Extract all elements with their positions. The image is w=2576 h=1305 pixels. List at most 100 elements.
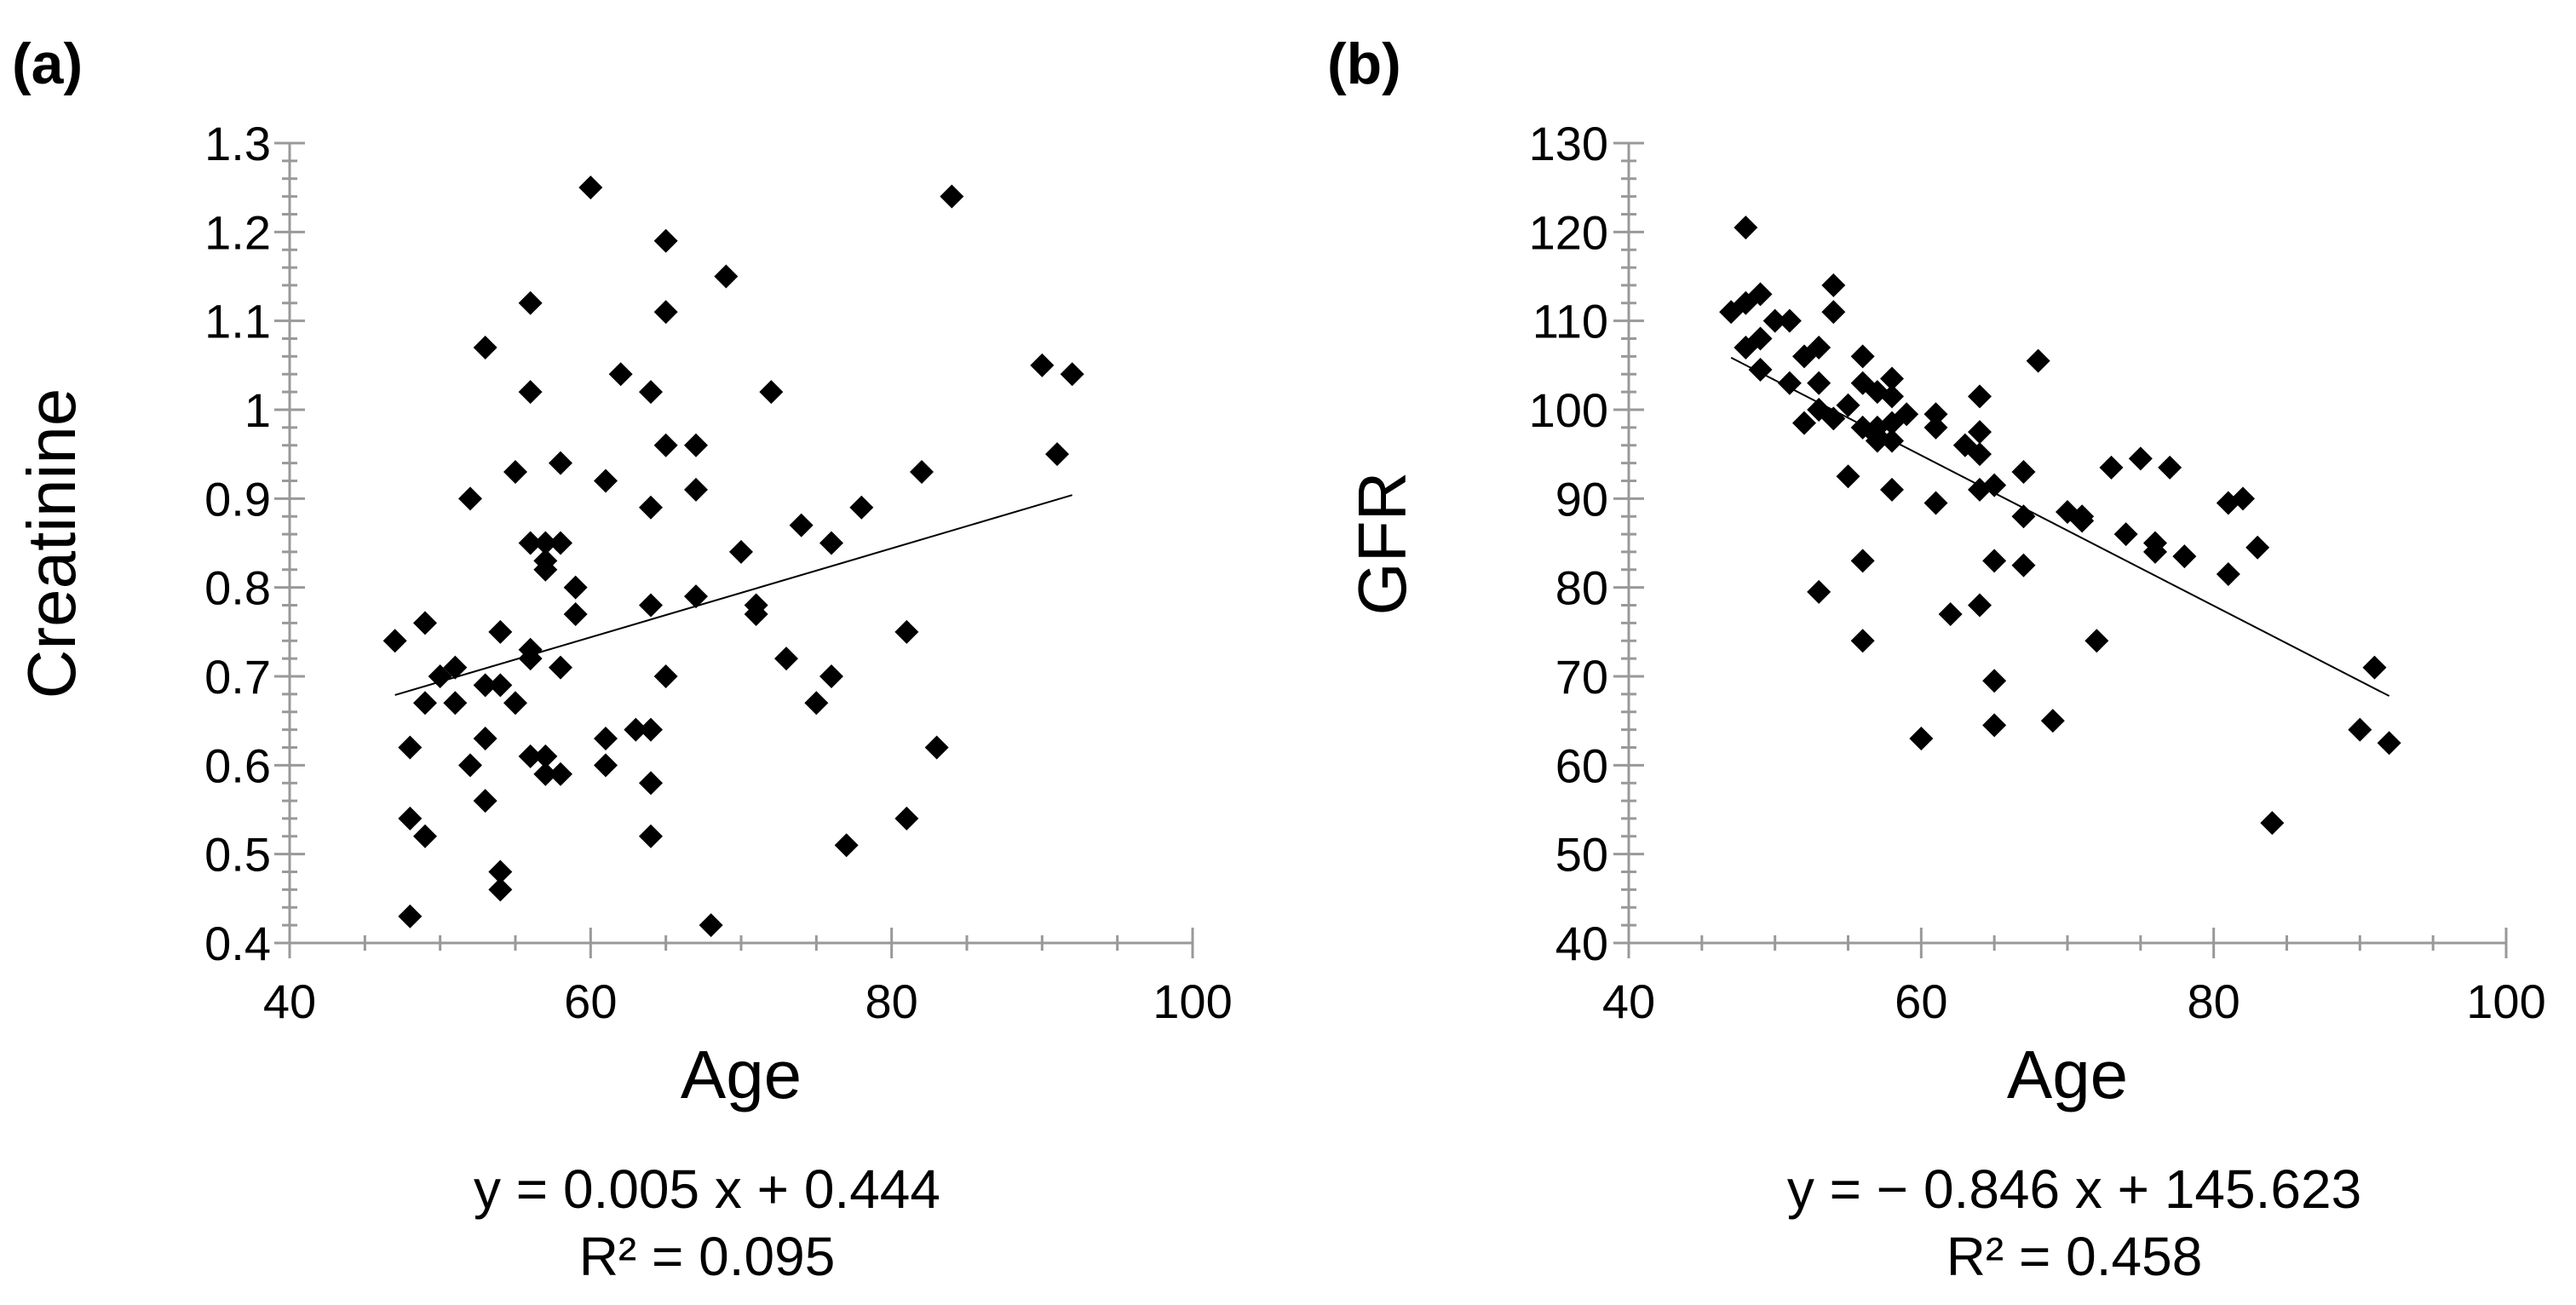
data-point bbox=[608, 362, 633, 387]
y-axis-title: GFR bbox=[1344, 472, 1420, 616]
y-tick-label: 80 bbox=[1555, 561, 1608, 615]
data-point bbox=[819, 664, 843, 688]
x-axis-title: Age bbox=[2007, 1037, 2128, 1112]
x-tick-label: 100 bbox=[1153, 974, 1232, 1028]
data-point bbox=[2011, 553, 2036, 578]
data-point bbox=[894, 806, 919, 831]
data-point bbox=[910, 460, 934, 485]
y-tick-label: 0.6 bbox=[204, 739, 271, 792]
data-point bbox=[1821, 406, 1846, 431]
data-point bbox=[533, 744, 558, 768]
data-point bbox=[549, 451, 572, 475]
data-point bbox=[1748, 326, 1773, 351]
data-point bbox=[443, 691, 468, 716]
data-point bbox=[684, 584, 708, 609]
x-tick-label: 60 bbox=[564, 974, 617, 1028]
data-point bbox=[398, 735, 423, 760]
y-tick-label: 1.2 bbox=[204, 205, 271, 259]
data-point bbox=[488, 673, 513, 698]
data-point bbox=[1968, 384, 1992, 409]
data-point bbox=[2128, 446, 2153, 471]
data-point bbox=[2070, 509, 2095, 533]
data-point bbox=[428, 664, 452, 688]
y-tick-label: 130 bbox=[1529, 117, 1608, 170]
data-point bbox=[473, 673, 497, 698]
data-point bbox=[533, 762, 558, 786]
data-point bbox=[518, 744, 543, 768]
data-point bbox=[1821, 300, 1846, 325]
x-tick-label: 100 bbox=[2466, 974, 2545, 1028]
data-point bbox=[1968, 442, 1992, 467]
data-point bbox=[714, 264, 739, 289]
data-point bbox=[1807, 579, 1831, 604]
data-point bbox=[398, 806, 423, 831]
data-point bbox=[1821, 273, 1846, 297]
data-point bbox=[443, 655, 468, 680]
y-tick-label: 100 bbox=[1529, 383, 1608, 437]
data-point bbox=[653, 433, 678, 457]
data-point bbox=[789, 513, 814, 538]
data-point bbox=[624, 717, 648, 742]
data-point bbox=[549, 531, 572, 555]
data-point bbox=[458, 753, 482, 778]
trendline bbox=[394, 494, 1072, 696]
data-point bbox=[1938, 601, 1963, 626]
data-point bbox=[1880, 477, 1904, 502]
data-point bbox=[549, 655, 572, 680]
data-point bbox=[518, 647, 543, 671]
data-point bbox=[684, 433, 708, 457]
x-tick-label: 80 bbox=[865, 974, 918, 1028]
data-point bbox=[1060, 362, 1084, 387]
data-point bbox=[563, 575, 588, 600]
data-point bbox=[744, 601, 768, 626]
data-point bbox=[413, 691, 437, 716]
data-point bbox=[594, 753, 618, 778]
regression-equation: y = − 0.846 x + 145.623 bbox=[1787, 1158, 2361, 1220]
data-point bbox=[1880, 428, 1904, 453]
y-tick-label: 110 bbox=[1532, 295, 1608, 348]
data-point bbox=[473, 335, 497, 359]
data-point bbox=[1923, 402, 1948, 427]
data-point bbox=[458, 486, 482, 511]
data-point bbox=[1850, 344, 1875, 369]
data-point bbox=[563, 601, 588, 626]
data-point bbox=[533, 531, 558, 555]
data-point bbox=[1850, 629, 1875, 653]
data-point bbox=[699, 913, 723, 938]
data-point bbox=[849, 495, 874, 520]
data-point bbox=[639, 824, 663, 848]
data-point bbox=[2348, 717, 2372, 742]
data-point bbox=[594, 727, 618, 751]
data-point bbox=[819, 531, 843, 555]
x-tick-label: 80 bbox=[2188, 974, 2240, 1028]
data-point bbox=[653, 228, 678, 253]
data-point bbox=[1792, 411, 1816, 435]
data-point bbox=[1807, 335, 1831, 359]
data-point bbox=[804, 691, 829, 716]
r-squared-label: R² = 0.095 bbox=[579, 1226, 836, 1287]
y-tick-label: 90 bbox=[1555, 472, 1608, 526]
y-tick-label: 0.8 bbox=[204, 561, 271, 615]
data-point bbox=[1865, 428, 1889, 453]
regression-equation: y = 0.005 x + 0.444 bbox=[474, 1158, 940, 1220]
data-point bbox=[473, 727, 497, 751]
data-point bbox=[2084, 629, 2109, 653]
data-point bbox=[924, 735, 949, 760]
data-point bbox=[1909, 727, 1934, 751]
x-tick-label: 60 bbox=[1895, 974, 1947, 1028]
y-tick-label: 40 bbox=[1555, 917, 1608, 970]
x-tick-label: 40 bbox=[1602, 974, 1655, 1028]
trendline bbox=[1730, 356, 2390, 697]
data-point bbox=[1850, 549, 1875, 573]
y-tick-label: 0.7 bbox=[204, 650, 271, 704]
data-point bbox=[2113, 522, 2138, 547]
data-point bbox=[2216, 562, 2240, 587]
y-tick-label: 0.4 bbox=[204, 917, 271, 970]
data-point bbox=[759, 380, 784, 405]
data-point bbox=[729, 539, 753, 564]
data-point bbox=[774, 647, 798, 671]
data-point bbox=[1836, 464, 1860, 489]
data-point bbox=[413, 824, 437, 848]
data-point bbox=[518, 531, 543, 555]
data-point bbox=[1895, 402, 1919, 427]
